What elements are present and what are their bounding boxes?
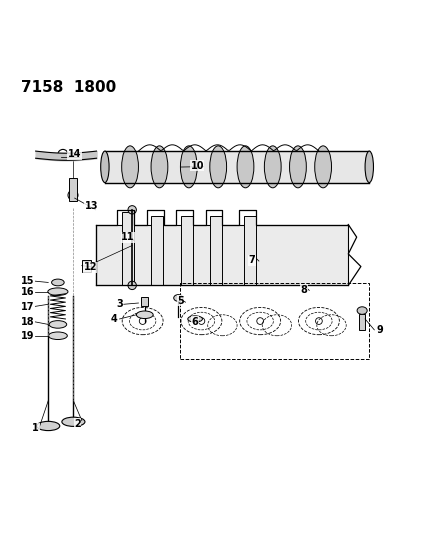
Circle shape — [198, 318, 205, 325]
Circle shape — [257, 318, 264, 325]
Bar — [82, 260, 91, 271]
Ellipse shape — [48, 288, 68, 295]
Text: 7: 7 — [248, 255, 255, 265]
Ellipse shape — [52, 279, 64, 286]
Bar — [69, 179, 77, 201]
Circle shape — [128, 281, 137, 289]
Bar — [244, 216, 256, 285]
Bar — [122, 212, 134, 285]
Text: 5: 5 — [177, 296, 184, 306]
Text: 7158  1800: 7158 1800 — [21, 80, 116, 95]
Circle shape — [58, 149, 68, 159]
Ellipse shape — [237, 146, 254, 188]
Text: 1: 1 — [32, 423, 39, 433]
Text: 12: 12 — [83, 262, 97, 272]
Polygon shape — [96, 224, 348, 285]
Bar — [181, 216, 193, 285]
Circle shape — [315, 318, 322, 325]
Ellipse shape — [174, 295, 183, 301]
Text: 3: 3 — [116, 299, 123, 309]
Ellipse shape — [49, 321, 67, 328]
Ellipse shape — [289, 146, 306, 188]
Bar — [359, 313, 366, 330]
Bar — [210, 216, 222, 285]
Text: 2: 2 — [74, 419, 81, 429]
Ellipse shape — [101, 151, 109, 183]
Bar — [141, 297, 148, 306]
Text: 11: 11 — [121, 232, 135, 242]
Ellipse shape — [357, 307, 367, 314]
Bar — [181, 283, 369, 359]
Text: 10: 10 — [190, 161, 204, 171]
Text: 19: 19 — [21, 331, 35, 341]
Ellipse shape — [62, 417, 85, 426]
Text: 16: 16 — [21, 287, 35, 297]
Ellipse shape — [37, 422, 60, 431]
Ellipse shape — [265, 146, 281, 188]
Ellipse shape — [48, 332, 67, 340]
Text: 4: 4 — [111, 314, 118, 324]
Text: 6: 6 — [192, 317, 199, 327]
Text: 15: 15 — [21, 276, 35, 286]
Ellipse shape — [365, 151, 374, 183]
Ellipse shape — [151, 146, 168, 188]
Bar — [152, 216, 163, 285]
Ellipse shape — [137, 311, 153, 319]
Text: 9: 9 — [376, 325, 383, 335]
Ellipse shape — [315, 146, 332, 188]
Ellipse shape — [188, 316, 202, 322]
Text: 17: 17 — [21, 302, 35, 312]
Text: 13: 13 — [85, 201, 98, 212]
Ellipse shape — [181, 146, 197, 188]
Circle shape — [128, 206, 137, 214]
Text: 18: 18 — [21, 317, 35, 327]
Text: 14: 14 — [68, 149, 81, 159]
Ellipse shape — [210, 146, 226, 188]
Circle shape — [68, 190, 78, 200]
Ellipse shape — [122, 146, 139, 188]
Circle shape — [139, 318, 146, 325]
Text: 8: 8 — [301, 285, 308, 295]
